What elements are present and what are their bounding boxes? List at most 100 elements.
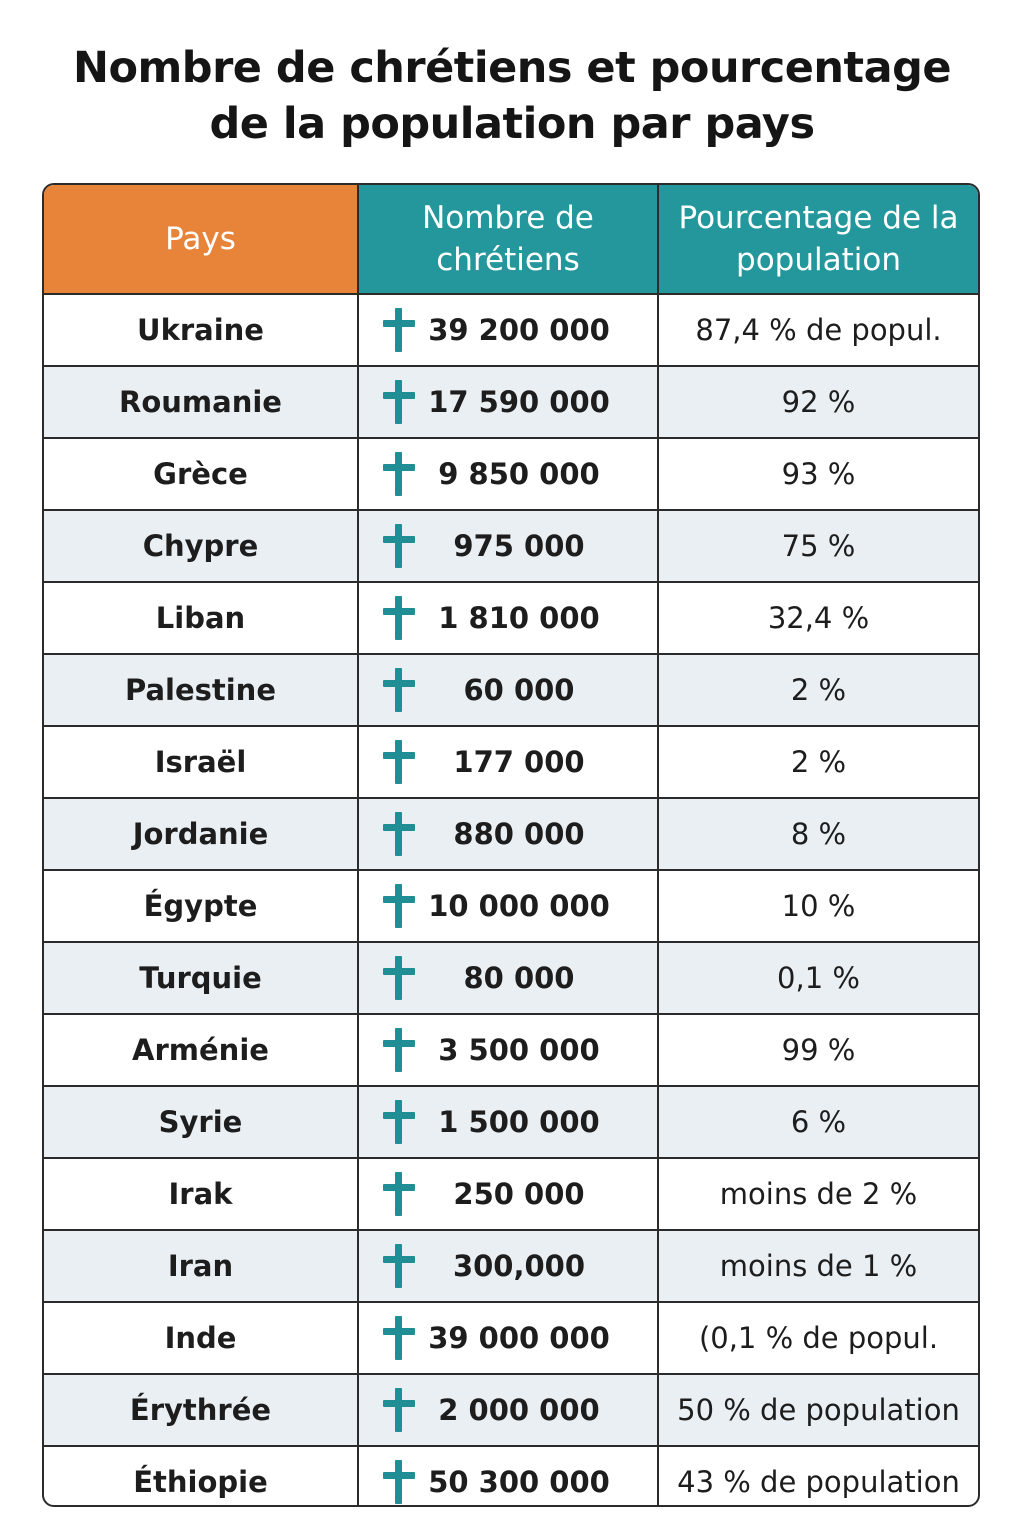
percentage-cell: (0,1 % de popul. — [658, 1302, 978, 1375]
count-value: 9 850 000 — [438, 457, 600, 491]
cross-icon — [383, 1244, 415, 1288]
count-cell: 10 000 000 — [358, 870, 659, 943]
header-row: Pays Nombre de chrétiens Pourcentage de … — [44, 185, 978, 295]
count-value: 250 000 — [453, 1177, 585, 1211]
country-cell: Israël — [44, 726, 359, 799]
count-value: 300,000 — [452, 1249, 586, 1283]
cross-icon — [383, 380, 415, 424]
percentage-cell: moins de 2 % — [658, 1158, 978, 1231]
table-row: Jordanie 880 000 8 % — [44, 798, 978, 871]
count-cell: 50 300 000 — [358, 1446, 659, 1505]
cross-icon — [383, 740, 415, 784]
cross-icon — [383, 1028, 415, 1072]
count-value: 39 200 000 — [428, 313, 610, 347]
country-cell: Arménie — [44, 1014, 359, 1087]
count-cell: 39 200 000 — [358, 294, 659, 367]
cross-icon — [383, 1388, 415, 1432]
count-cell: 177 000 — [358, 726, 659, 799]
percentage-cell: 92 % — [658, 366, 978, 439]
table-row: Israël 177 000 2 % — [44, 726, 978, 799]
table-row: Chypre 975 000 75 % — [44, 510, 978, 583]
percentage-cell: 6 % — [658, 1086, 978, 1159]
cross-icon — [383, 596, 415, 640]
cross-icon — [383, 668, 415, 712]
table-row: Turquie 80 000 0,1 % — [44, 942, 978, 1015]
count-value: 975 000 — [453, 529, 585, 563]
percentage-cell: 99 % — [658, 1014, 978, 1087]
cross-icon — [383, 1172, 415, 1216]
percentage-cell: 87,4 % de popul. — [658, 294, 978, 367]
table-row: Ukraine 39 200 000 87,4 % de popul. — [44, 294, 978, 367]
count-cell: 1 500 000 — [358, 1086, 659, 1159]
table-row: Éthiopie 50 300 000 43 % de population — [44, 1446, 978, 1505]
cross-icon — [383, 452, 415, 496]
cross-icon — [383, 524, 415, 568]
country-cell: Chypre — [44, 510, 359, 583]
count-value: 2 000 000 — [438, 1393, 600, 1427]
table-body: Ukraine 39 200 000 87,4 % de popul. Roumani… — [44, 294, 978, 1505]
column-header-pourcentage: Pourcentage de la population — [658, 185, 978, 295]
count-value: 80 000 — [463, 961, 575, 995]
table-row: Égypte 10 000 000 10 % — [44, 870, 978, 943]
cross-icon — [383, 1100, 415, 1144]
cross-icon — [383, 812, 415, 856]
table-row: Iran 300,000 moins de 1 % — [44, 1230, 978, 1303]
percentage-cell: 2 % — [658, 654, 978, 727]
percentage-cell: 50 % de population — [658, 1374, 978, 1447]
country-cell: Égypte — [44, 870, 359, 943]
country-cell: Roumanie — [44, 366, 359, 439]
percentage-cell: 93 % — [658, 438, 978, 511]
count-cell: 975 000 — [358, 510, 659, 583]
table-row: Inde 39 000 000 (0,1 % de popul. — [44, 1302, 978, 1375]
percentage-cell: moins de 1 % — [658, 1230, 978, 1303]
country-cell: Palestine — [44, 654, 359, 727]
table-row: Palestine 60 000 2 % — [44, 654, 978, 727]
percentage-cell: 10 % — [658, 870, 978, 943]
count-cell: 300,000 — [358, 1230, 659, 1303]
count-value: 880 000 — [453, 817, 585, 851]
cross-icon — [383, 308, 415, 352]
cross-icon — [383, 1316, 415, 1360]
table-row: Érythrée 2 000 000 50 % de population — [44, 1374, 978, 1447]
count-value: 10 000 000 — [428, 889, 610, 923]
percentage-cell: 2 % — [658, 726, 978, 799]
country-cell: Iran — [44, 1230, 359, 1303]
count-value: 39 000 000 — [428, 1321, 610, 1355]
cross-icon — [383, 956, 415, 1000]
table-row: Grèce 9 850 000 93 % — [44, 438, 978, 511]
table-row: Liban 1 810 000 32,4 % — [44, 582, 978, 655]
count-cell: 17 590 000 — [358, 366, 659, 439]
count-cell: 1 810 000 — [358, 582, 659, 655]
percentage-cell: 75 % — [658, 510, 978, 583]
count-cell: 39 000 000 — [358, 1302, 659, 1375]
column-header-nombre: Nombre de chrétiens — [358, 185, 659, 295]
count-value: 60 000 — [463, 673, 575, 707]
percentage-cell: 0,1 % — [658, 942, 978, 1015]
country-cell: Liban — [44, 582, 359, 655]
country-cell: Grèce — [44, 438, 359, 511]
table-row: Syrie 1 500 000 6 % — [44, 1086, 978, 1159]
table-row: Arménie 3 500 000 99 % — [44, 1014, 978, 1087]
country-cell: Érythrée — [44, 1374, 359, 1447]
page-title: Nombre de chrétiens et pourcentage de la… — [0, 40, 1024, 152]
country-cell: Irak — [44, 1158, 359, 1231]
count-value: 1 500 000 — [438, 1105, 600, 1139]
count-cell: 80 000 — [358, 942, 659, 1015]
title-line-2: de la population par pays — [209, 99, 815, 149]
percentage-cell: 32,4 % — [658, 582, 978, 655]
count-cell: 250 000 — [358, 1158, 659, 1231]
count-cell: 60 000 — [358, 654, 659, 727]
table-row: Roumanie 17 590 000 92 % — [44, 366, 978, 439]
country-cell: Éthiopie — [44, 1446, 359, 1505]
country-cell: Inde — [44, 1302, 359, 1375]
percentage-cell: 8 % — [658, 798, 978, 871]
percentage-cell: 43 % de population — [677, 1465, 960, 1499]
country-cell: Syrie — [44, 1086, 359, 1159]
count-cell: 880 000 — [358, 798, 659, 871]
title-line-1: Nombre de chrétiens et pourcentage — [72, 43, 952, 93]
count-value: 3 500 000 — [438, 1033, 600, 1067]
count-cell: 2 000 000 — [358, 1374, 659, 1447]
table-row: Irak 250 000 moins de 2 % — [44, 1158, 978, 1231]
column-header-pays: Pays — [44, 185, 359, 295]
count-cell: 3 500 000 — [358, 1014, 659, 1087]
